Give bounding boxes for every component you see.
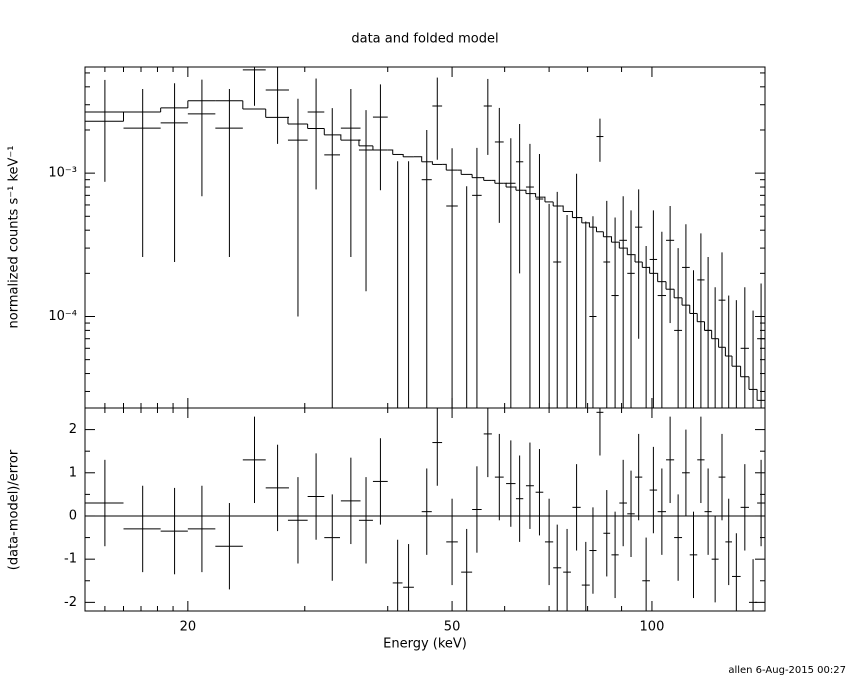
y-tick-label: 0	[69, 508, 77, 523]
y-axis-label: normalized counts s⁻¹ keV⁻¹	[7, 146, 22, 329]
x-axis-label: Energy (keV)	[383, 637, 467, 652]
footer: allen 6-Aug-2015 00:27	[728, 665, 846, 676]
chart-title: data and folded model	[351, 32, 498, 47]
model-joint	[413, 156, 423, 162]
model-joint	[610, 236, 612, 243]
model-joint	[402, 153, 404, 157]
model-joint	[618, 241, 620, 249]
model-joint	[481, 177, 485, 181]
y-tick-label: 10⁻⁴	[48, 309, 77, 324]
x-tick-label: 20	[180, 620, 197, 635]
x-tick-label: 100	[640, 620, 665, 635]
model-joint	[523, 189, 527, 194]
y-tick-label: 10⁻³	[48, 166, 77, 181]
model-joint	[543, 196, 546, 202]
top-frame	[84, 66, 766, 409]
x-tick-label: 50	[444, 620, 461, 635]
model-joint	[570, 211, 573, 218]
model-joint	[457, 169, 462, 175]
model-joint	[561, 205, 564, 212]
bottom-frame	[84, 407, 766, 612]
y-tick-label: 1	[69, 465, 77, 480]
model-joint	[287, 116, 289, 125]
model-joint	[657, 272, 659, 282]
y-tick-label: 2	[69, 422, 77, 437]
model-joint	[580, 217, 583, 223]
top-plot	[85, 67, 765, 408]
model-joint	[358, 139, 361, 146]
model-joint	[431, 161, 433, 165]
y-axis-label: (data-model)/error	[7, 449, 22, 570]
model-joint	[340, 134, 342, 141]
y-tick-label: -2	[64, 595, 77, 610]
model-joint	[533, 193, 537, 198]
model-joint	[503, 182, 507, 188]
model-joint	[442, 163, 447, 171]
model-joint	[491, 179, 496, 184]
model-joint	[387, 149, 394, 155]
y-tick-label: -1	[64, 552, 77, 567]
bottom-plot	[85, 408, 765, 611]
